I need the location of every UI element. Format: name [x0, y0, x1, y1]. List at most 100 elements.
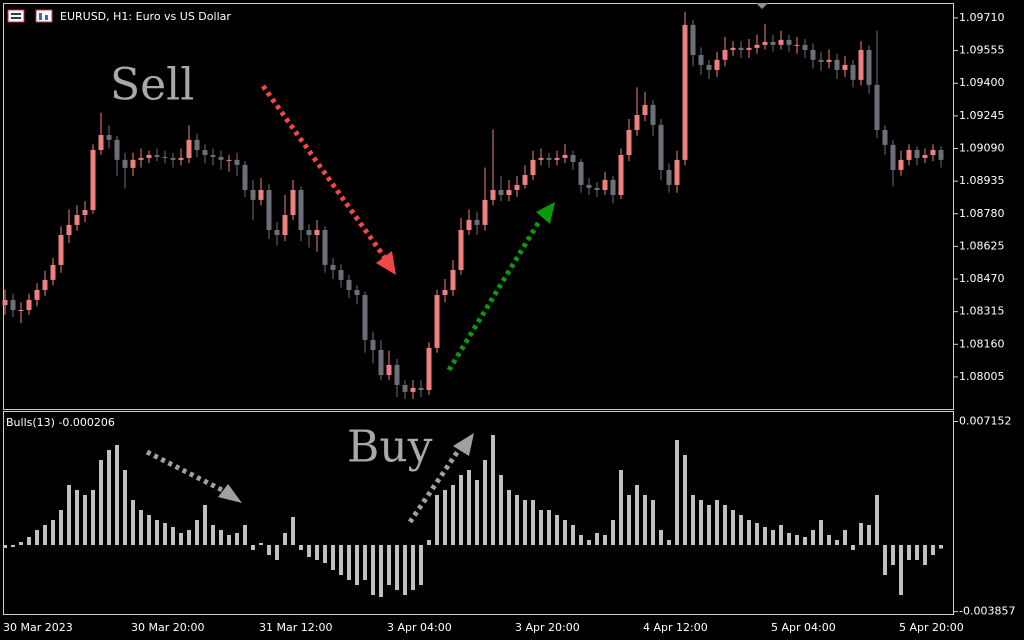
- histogram-bar: [875, 495, 879, 546]
- histogram-bar: [323, 545, 327, 563]
- candle-body: [34, 289, 40, 300]
- candle-body: [586, 184, 592, 188]
- histogram-bar: [651, 499, 655, 546]
- candle-body: [698, 55, 704, 65]
- histogram-bar: [267, 545, 271, 556]
- histogram-bar: [771, 529, 775, 546]
- candle-body: [674, 159, 680, 185]
- y-tick-label: 1.08470: [959, 272, 1005, 285]
- histogram-bar: [883, 545, 887, 576]
- histogram-bar: [171, 527, 175, 546]
- histogram-bar: [3, 545, 7, 549]
- y-tick-label: 1.09710: [959, 11, 1005, 24]
- buy-arrow: [446, 218, 543, 372]
- candle-body: [778, 39, 784, 45]
- histogram-bar: [539, 509, 543, 546]
- candle-body: [194, 139, 200, 150]
- arrows: [145, 84, 543, 524]
- candle-body: [938, 149, 944, 160]
- candle-body: [842, 64, 848, 70]
- indicator-up-arrow: [407, 446, 463, 524]
- candle-body: [634, 115, 640, 130]
- candle-body: [218, 156, 224, 160]
- histogram-bar: [627, 495, 631, 546]
- chart-title: EURUSD, H1: Euro vs US Dollar: [60, 10, 231, 23]
- sell-arrow: [260, 84, 388, 260]
- candle-body: [874, 84, 880, 130]
- candle-body: [130, 159, 136, 168]
- candle-body: [554, 157, 560, 160]
- histogram-bar: [363, 545, 367, 581]
- histogram-bar: [499, 475, 503, 546]
- histogram-bar: [91, 489, 95, 546]
- histogram-bar: [923, 545, 927, 566]
- histogram-bar: [315, 545, 319, 561]
- candle-body: [122, 159, 128, 168]
- histogram-bar: [427, 539, 431, 546]
- candle-body: [546, 157, 552, 160]
- candle-body: [154, 155, 160, 157]
- histogram-bar: [795, 535, 799, 546]
- candle-body: [738, 47, 744, 50]
- histogram-bar: [235, 532, 239, 546]
- histogram-bar: [531, 499, 535, 546]
- histogram-bar: [307, 545, 311, 558]
- histogram-bar: [891, 545, 895, 566]
- histogram-bar: [915, 545, 919, 561]
- candle-body: [530, 159, 536, 176]
- candle-body: [362, 295, 368, 340]
- histogram-bar: [603, 535, 607, 546]
- histogram-bar: [859, 522, 863, 546]
- candle-body: [722, 49, 728, 60]
- candle-body: [258, 189, 264, 200]
- candle-body: [498, 189, 504, 196]
- indicator-name: Bulls(13): [6, 416, 55, 429]
- x-tick-label: 3 Apr 20:00: [515, 621, 580, 634]
- histogram-bar: [835, 539, 839, 546]
- histogram-bar: [619, 469, 623, 546]
- candle-body: [690, 24, 696, 56]
- candle-body: [66, 224, 72, 236]
- candle-body: [730, 47, 736, 50]
- candle-body: [666, 169, 672, 185]
- histogram-bar: [435, 495, 439, 546]
- y-tick-label: 1.09090: [959, 141, 1005, 154]
- candle-body: [2, 299, 8, 306]
- candle-body: [602, 179, 608, 190]
- arrowhead: [376, 251, 396, 275]
- candle-body: [562, 155, 568, 158]
- arrowhead: [453, 433, 474, 456]
- histogram-bar: [107, 449, 111, 546]
- icon: [7, 9, 25, 23]
- histogram-bar: [459, 475, 463, 546]
- histogram-bar: [27, 537, 31, 546]
- histogram-bar: [563, 519, 567, 546]
- x-tick-label: 5 Apr 04:00: [771, 621, 836, 634]
- candle-body: [18, 309, 24, 311]
- candle-body: [242, 164, 248, 190]
- histogram-bar: [507, 489, 511, 546]
- toolbar-icons: [7, 9, 53, 23]
- histogram-bar: [51, 519, 55, 546]
- indicator-pane-frame: [3, 411, 954, 615]
- histogram-bar: [443, 489, 447, 546]
- histogram-bar: [99, 459, 103, 546]
- histogram-bar: [19, 541, 23, 546]
- candle-body: [434, 295, 440, 348]
- candle-body: [42, 279, 48, 290]
- histogram-bar: [699, 499, 703, 546]
- histogram-bar: [555, 515, 559, 546]
- histogram-bar: [379, 545, 383, 598]
- histogram-bar: [707, 505, 711, 546]
- y-tick-label: 1.09555: [959, 44, 1005, 57]
- candle-body: [898, 159, 904, 170]
- candle-body: [138, 157, 144, 160]
- histogram-bar: [139, 509, 143, 546]
- candle-body: [482, 199, 488, 225]
- histogram-bar: [779, 525, 783, 546]
- histogram-bar: [347, 545, 351, 581]
- candle-body: [882, 129, 888, 145]
- candle-body: [378, 349, 384, 376]
